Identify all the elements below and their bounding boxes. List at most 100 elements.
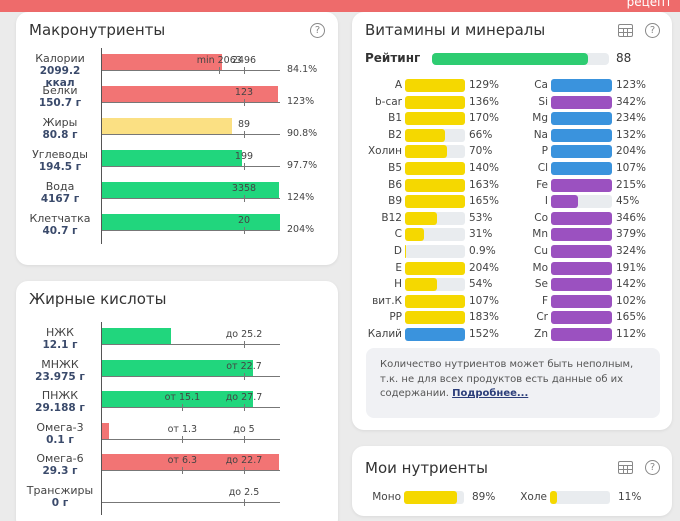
nutrient-bar-track <box>551 278 612 292</box>
nutrient-label: Трансжиры 0 г <box>16 483 104 509</box>
nutrient-name: Mn <box>532 228 548 241</box>
nutrient-value: 0.1 г <box>46 433 74 446</box>
nutrient-name: D <box>393 245 402 257</box>
range-tick <box>244 195 245 202</box>
nutrient-bar-fill <box>551 311 612 325</box>
recipe-tab[interactable]: рецепт <box>626 0 672 9</box>
table-icon[interactable] <box>618 24 633 37</box>
bar-baseline <box>102 134 280 135</box>
nutrient-bar <box>102 391 253 407</box>
nutrient-name: B6 <box>388 178 402 191</box>
help-circle-icon[interactable]: ? <box>310 23 325 38</box>
nutrient-percent: 142% <box>616 278 647 291</box>
range-tick <box>244 67 245 74</box>
more-link[interactable]: Подробнее... <box>452 388 529 399</box>
rating-label: Рейтинг <box>365 51 421 65</box>
nutrient-bar-fill <box>551 95 612 109</box>
bar-baseline <box>102 501 280 503</box>
nutrient-value: 2099.2 <box>39 65 81 77</box>
nutrient-name: Na <box>533 128 548 141</box>
info-note: Количество нутриентов может быть неполны… <box>366 348 660 418</box>
help-circle-icon[interactable]: ? <box>645 23 660 38</box>
nutrient-bar-track <box>404 491 464 504</box>
nutrient-bar-fill <box>551 178 612 192</box>
nutrient-row: Na 132% <box>534 128 646 142</box>
bar-baseline <box>102 102 280 103</box>
rating-bar <box>432 53 609 65</box>
nutrient-row: Se 142% <box>535 278 646 292</box>
nutrient-percent: 204% <box>287 224 315 235</box>
nutrient-percent: 129% <box>469 79 500 91</box>
nutrient-bar-fill <box>551 228 612 242</box>
range-tick <box>244 99 245 106</box>
nutrient-percent: 107% <box>616 162 647 174</box>
nutrient-name: Белки <box>42 84 78 97</box>
nutrient-bar-track <box>551 195 612 209</box>
range-tick <box>244 404 245 411</box>
nutrient-percent: 152% <box>469 328 500 340</box>
nutrient-bar-fill <box>405 128 445 142</box>
nutrient-name: Ca <box>534 79 548 91</box>
range-tick <box>182 435 184 443</box>
nutrient-bar <box>102 150 242 166</box>
nutrient-bar-track <box>551 79 612 92</box>
nutrient-name: Mg <box>532 112 548 125</box>
nutrient-row: H 54% <box>394 278 492 292</box>
range-tick-label: 2496 <box>231 55 257 66</box>
nutrient-bar-fill <box>405 311 465 325</box>
nutrient-name: I <box>544 195 548 208</box>
range-tick-label: до 22.7 <box>225 455 263 466</box>
nutrient-bar-track <box>405 162 465 175</box>
nutrient-bar-track <box>550 491 610 504</box>
nutrient-row: C 31% <box>395 228 492 242</box>
nutrient-row: Fe 215% <box>536 178 646 192</box>
table-icon[interactable] <box>618 461 633 474</box>
nutrient-name: B1 <box>388 112 402 125</box>
nutrient-percent: 84.1% <box>287 64 318 75</box>
nutrient-name: Вода <box>45 180 75 193</box>
nutrient-name: Холе <box>520 491 547 503</box>
nutrient-value: 40.7 г <box>42 225 78 237</box>
nutrient-value: 0 г <box>51 496 69 509</box>
nutrient-percent: 204% <box>469 261 500 274</box>
nutrient-bar-fill <box>405 294 465 308</box>
nutrient-percent: 123% <box>287 96 315 107</box>
nutrient-bar-fill <box>551 278 612 292</box>
range-tick-label: min 2063 <box>196 55 242 66</box>
nutrient-row: B5 140% <box>388 162 499 175</box>
nutrient-row: Mo 191% <box>533 261 646 275</box>
nutrient-percent: 132% <box>616 128 647 141</box>
nutrient-name: C <box>394 228 402 241</box>
nutrient-name: Омега-6 <box>36 452 84 465</box>
nutrient-value: 194.5 г <box>38 161 82 173</box>
range-tick <box>244 131 245 138</box>
nutrient-bar-track <box>405 261 465 275</box>
nutrient-label: Углеводы 194.5 г <box>16 149 104 174</box>
nutrient-percent: 204% <box>616 145 647 158</box>
nutrient-bar-track <box>405 211 465 225</box>
nutrient-bar-track <box>405 228 465 242</box>
range-tick-label: 89 <box>237 119 251 130</box>
nutrient-row: Cr 165% <box>536 311 646 325</box>
nutrient-bar-fill <box>405 162 465 175</box>
range-tick <box>244 372 245 380</box>
nutrient-percent: 163% <box>469 178 500 191</box>
range-tick <box>219 67 221 74</box>
nutrient-name: Трансжиры <box>26 483 94 497</box>
nutrient-percent: 112% <box>616 328 647 340</box>
nutrient-row: Калий 152% <box>368 328 499 341</box>
nutrient-row: B9 165% <box>388 195 499 209</box>
range-tick-label: до 2.5 <box>228 486 260 498</box>
nutrient-bar-fill <box>405 95 465 109</box>
card-title: Мои нутриенты <box>365 459 488 477</box>
nutrient-bar-track <box>551 228 612 242</box>
nutrient-row: Co 346% <box>534 211 646 225</box>
nutrient-bar-track <box>405 294 465 308</box>
help-circle-icon[interactable]: ? <box>645 460 660 475</box>
nutrient-bar <box>102 86 278 102</box>
nutrient-bar-track <box>551 145 612 159</box>
bar-baseline <box>102 230 280 231</box>
range-tick-label: от 6.3 <box>167 455 198 466</box>
nutrient-row: Моно 89% <box>372 491 495 504</box>
nutrient-label: Жиры 80.8 г <box>16 117 104 142</box>
